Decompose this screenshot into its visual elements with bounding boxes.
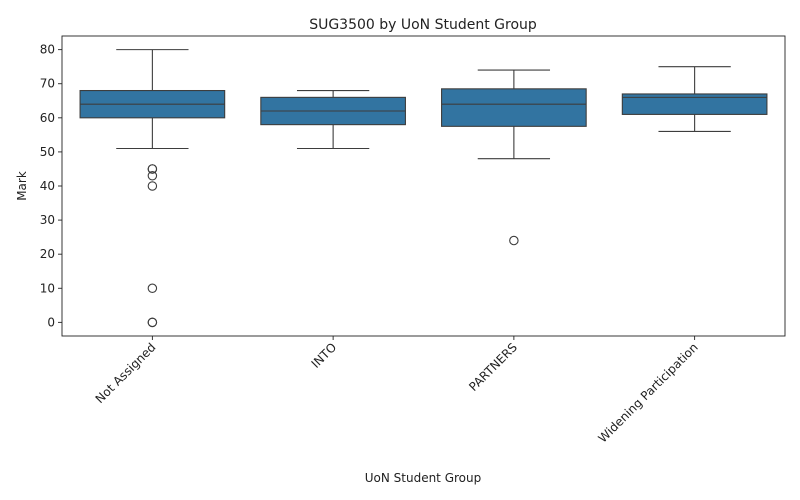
y-tick-label: 60 [40,111,55,125]
iqr-box [621,93,768,115]
y-tick-label: 0 [47,315,55,329]
y-tick-label: 10 [40,281,55,295]
x-tick-label: INTO [309,340,340,371]
x-axis-label: UoN Student Group [365,471,482,485]
y-tick-label: 40 [40,179,55,193]
outlier-point [147,171,158,181]
plot-area [79,49,768,328]
y-tick-label: 80 [40,43,55,57]
box-group [621,66,768,133]
y-tick-label: 50 [40,145,55,159]
x-tick-label: Not Assigned [93,340,159,406]
y-tick-label: 20 [40,247,55,261]
y-tick-label: 30 [40,213,55,227]
box-group [441,69,587,246]
y-axis: 0 10 20 30 40 50 60 70 80 [40,43,62,329]
outlier-point [147,283,158,294]
outlier-point [509,235,519,246]
y-tick-label: 70 [40,77,55,91]
x-tick-label: PARTNERS [466,340,520,394]
outlier-point [147,164,158,174]
box-group [260,89,406,150]
x-axis: Not Assigned INTO PARTNERS Widening Partici… [93,336,701,445]
chart-title: SUG3500 by UoN Student Group [309,17,537,33]
iqr-box [441,88,587,127]
plot-frame [61,35,786,337]
x-tick-label: Widening Participation [596,340,701,445]
box-group [79,49,226,328]
outlier-point [147,181,158,191]
outlier-point [147,317,158,328]
y-axis-label: Mark [15,171,29,201]
